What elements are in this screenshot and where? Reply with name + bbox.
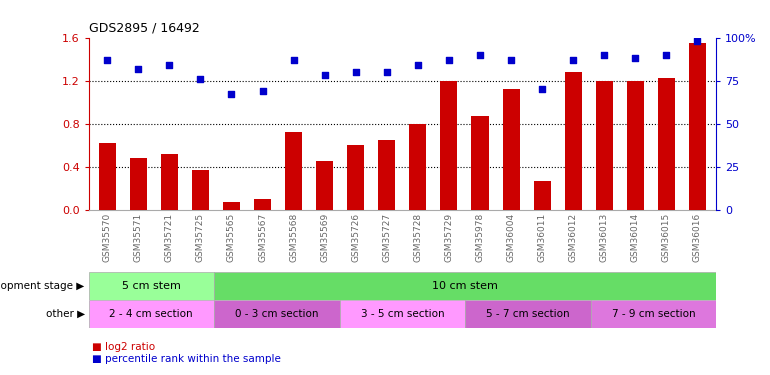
Bar [192, 170, 209, 210]
Point [287, 57, 300, 63]
Bar [627, 81, 644, 210]
Point [163, 62, 176, 68]
Bar [347, 146, 364, 210]
Point [319, 72, 331, 78]
Point [443, 57, 455, 63]
Bar [316, 162, 333, 210]
Bar [223, 202, 240, 210]
Point [194, 76, 206, 82]
Point [474, 52, 486, 58]
Point [132, 66, 145, 72]
Bar [503, 89, 520, 210]
Point [226, 92, 238, 98]
Bar [89, 272, 214, 300]
Bar [591, 300, 716, 328]
Bar [254, 199, 271, 210]
Point [598, 52, 611, 58]
Bar [440, 81, 457, 210]
Text: 5 - 7 cm section: 5 - 7 cm section [486, 309, 570, 319]
Text: development stage ▶: development stage ▶ [0, 281, 85, 291]
Point [660, 52, 672, 58]
Text: 7 - 9 cm section: 7 - 9 cm section [611, 309, 695, 319]
Point [629, 55, 641, 61]
Point [412, 62, 424, 68]
Text: other ▶: other ▶ [45, 309, 85, 319]
Bar [658, 78, 675, 210]
Bar [214, 272, 716, 300]
Point [691, 38, 704, 44]
Point [350, 69, 362, 75]
Bar [689, 43, 706, 210]
Bar [214, 300, 340, 328]
Point [567, 57, 579, 63]
Bar [564, 72, 582, 210]
Bar [285, 132, 302, 210]
Bar [99, 143, 116, 210]
Bar [161, 154, 178, 210]
Text: 0 - 3 cm section: 0 - 3 cm section [235, 309, 319, 319]
Point [380, 69, 393, 75]
Point [505, 57, 517, 63]
Bar [534, 181, 551, 210]
Bar [378, 140, 395, 210]
Text: ■ log2 ratio: ■ log2 ratio [92, 342, 155, 352]
Bar [89, 300, 214, 328]
Text: GDS2895 / 16492: GDS2895 / 16492 [89, 22, 199, 35]
Point [101, 57, 113, 63]
Bar [410, 124, 427, 210]
Point [536, 86, 548, 92]
Text: 3 - 5 cm section: 3 - 5 cm section [360, 309, 444, 319]
Point [256, 88, 269, 94]
Text: 5 cm stem: 5 cm stem [122, 281, 181, 291]
Bar [596, 81, 613, 210]
Bar [465, 300, 591, 328]
Bar [471, 116, 488, 210]
Text: 10 cm stem: 10 cm stem [432, 281, 498, 291]
Bar [129, 158, 147, 210]
Text: ■ percentile rank within the sample: ■ percentile rank within the sample [92, 354, 280, 364]
Bar [340, 300, 465, 328]
Text: 2 - 4 cm section: 2 - 4 cm section [109, 309, 193, 319]
